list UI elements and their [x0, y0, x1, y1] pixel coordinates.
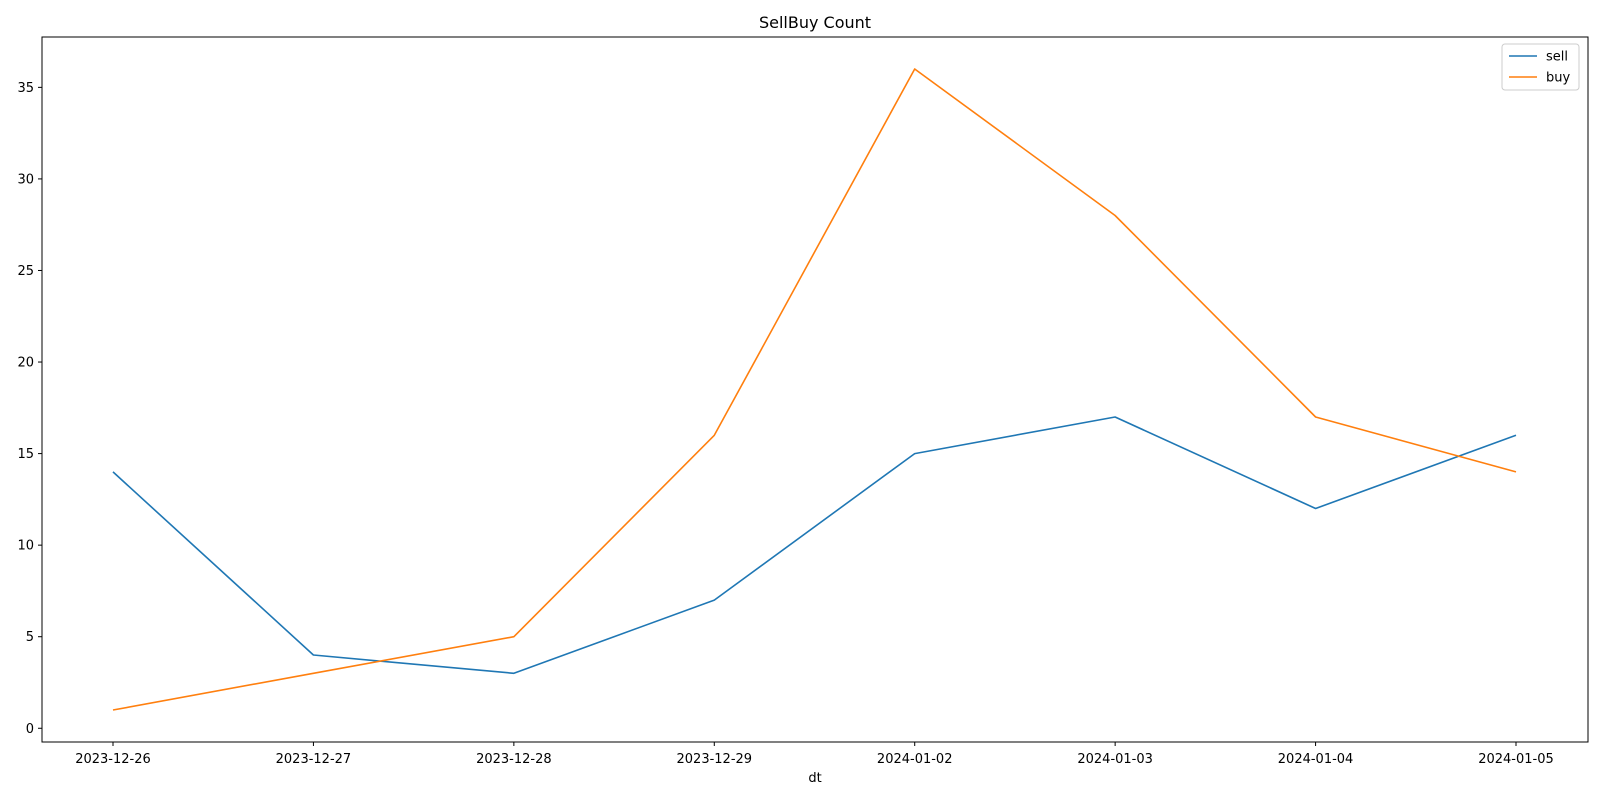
y-tick-label: 0 [26, 722, 34, 737]
series-line-buy [112, 68, 1517, 711]
y-tick-label: 30 [17, 172, 34, 187]
legend-label-buy: buy [1546, 71, 1570, 86]
x-axis-label: dt [808, 771, 821, 786]
y-tick-label: 35 [17, 81, 34, 96]
x-tick-label: 2023-12-26 [75, 752, 151, 767]
plot-frame [41, 36, 1589, 743]
x-tick-label: 2024-01-03 [1077, 752, 1153, 767]
x-tick-label: 2024-01-05 [1478, 752, 1554, 767]
chart-title: SellBuy Count [759, 13, 871, 32]
y-tick-label: 25 [17, 264, 34, 279]
y-tick-label: 20 [17, 356, 34, 371]
plot-area [112, 68, 1517, 711]
y-axis: 0 5 10 15 20 25 30 35 [17, 81, 42, 737]
y-tick-label: 15 [17, 447, 34, 462]
x-tick-label: 2024-01-02 [877, 752, 953, 767]
legend-label-sell: sell [1546, 50, 1568, 65]
x-axis: 2023-12-26 2023-12-27 2023-12-28 2023-12-29… [75, 742, 1554, 767]
y-tick-label: 10 [17, 539, 34, 554]
x-tick-label: 2024-01-04 [1278, 752, 1354, 767]
series-line-sell [112, 416, 1517, 675]
x-tick-label: 2023-12-27 [276, 752, 352, 767]
y-tick-label: 5 [26, 630, 34, 645]
x-tick-label: 2023-12-29 [677, 752, 753, 767]
legend: sell buy [1501, 43, 1580, 91]
x-tick-label: 2023-12-28 [476, 752, 552, 767]
